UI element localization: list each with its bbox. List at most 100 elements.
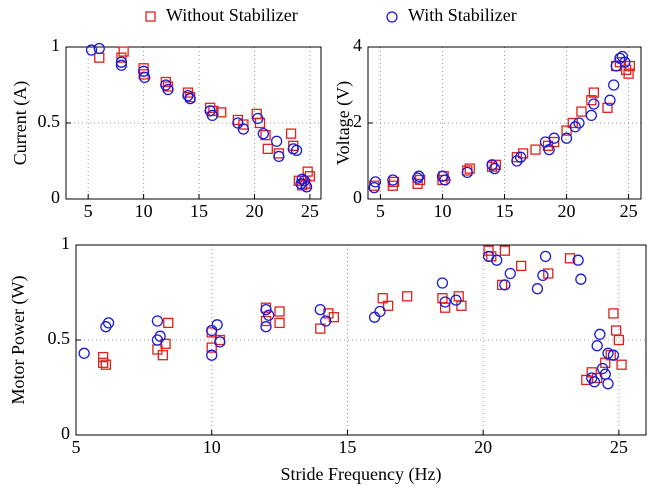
point — [623, 68, 634, 79]
point — [456, 300, 467, 311]
point — [368, 311, 381, 323]
point — [206, 349, 218, 361]
x-tick-label: 25 — [610, 437, 628, 457]
point — [483, 245, 494, 256]
point — [116, 52, 127, 63]
point — [491, 254, 503, 266]
point — [260, 130, 271, 141]
point — [151, 315, 164, 327]
point — [585, 109, 598, 122]
x-tick-label: 25 — [620, 201, 638, 221]
x-tick-label: 5 — [84, 201, 93, 221]
point — [257, 127, 269, 140]
y-tick-label: 0 — [51, 187, 60, 207]
y-axis-label: Motor Power (W) — [8, 276, 29, 405]
point — [537, 269, 549, 282]
y-tick-label: 0.5 — [38, 111, 61, 131]
point — [517, 148, 529, 159]
point — [439, 174, 451, 186]
point — [530, 144, 541, 155]
point — [576, 106, 587, 117]
point — [588, 87, 599, 98]
y-tick-label: 4 — [353, 35, 362, 55]
point — [604, 94, 616, 106]
point — [586, 95, 597, 106]
point — [600, 357, 611, 368]
point — [78, 347, 90, 359]
x-tick-label: 20 — [245, 201, 263, 221]
point — [588, 98, 600, 110]
x-tick-label: 10 — [135, 201, 153, 221]
point — [602, 378, 614, 390]
point — [298, 175, 311, 187]
point — [531, 283, 544, 295]
point — [263, 309, 275, 321]
point — [543, 268, 554, 279]
point — [102, 317, 115, 329]
point — [413, 170, 425, 182]
point — [85, 44, 98, 56]
point — [616, 50, 629, 63]
point — [543, 143, 555, 156]
point — [496, 279, 508, 291]
point — [564, 253, 576, 264]
y-tick-label: 1 — [51, 35, 60, 55]
plot-frame — [367, 46, 642, 200]
point — [548, 132, 560, 144]
point — [368, 181, 380, 194]
point — [260, 315, 272, 327]
point — [613, 334, 625, 346]
point — [274, 317, 285, 329]
point — [139, 71, 151, 84]
point — [315, 323, 326, 334]
point — [401, 291, 413, 302]
point — [184, 93, 196, 105]
point — [211, 319, 223, 331]
point — [499, 245, 511, 256]
point — [588, 376, 601, 388]
x-tick-label: 10 — [203, 437, 221, 457]
plot-frame — [65, 46, 322, 200]
point — [237, 123, 250, 135]
point — [608, 79, 620, 91]
point — [97, 351, 109, 363]
point — [94, 52, 105, 63]
x-tick-label: 25 — [301, 201, 319, 221]
point — [619, 56, 631, 68]
point — [182, 89, 194, 102]
point — [575, 273, 587, 285]
point — [439, 302, 451, 313]
point — [515, 260, 527, 272]
point — [599, 368, 611, 380]
point — [387, 174, 399, 186]
point — [614, 57, 626, 68]
point — [616, 359, 627, 370]
point — [607, 349, 620, 361]
point — [273, 150, 285, 163]
point — [97, 357, 109, 368]
point — [157, 350, 169, 361]
point — [206, 109, 218, 122]
point — [581, 374, 592, 386]
point — [93, 42, 105, 55]
y-tick-label: 0 — [353, 187, 362, 207]
x-tick-label: 15 — [190, 201, 208, 221]
point — [573, 117, 585, 129]
y-tick-label: 1 — [61, 233, 70, 253]
point — [285, 128, 297, 139]
point — [388, 176, 400, 188]
point — [499, 279, 511, 291]
x-tick-label: 20 — [474, 437, 492, 457]
point — [561, 125, 572, 136]
point — [567, 117, 578, 129]
y-axis-label: Voltage (V) — [333, 81, 354, 165]
point — [586, 367, 597, 378]
point — [295, 178, 307, 190]
point — [560, 132, 573, 144]
y-tick-label: 0.5 — [48, 328, 71, 348]
point — [314, 303, 326, 316]
point — [262, 143, 273, 154]
point — [514, 151, 527, 163]
point — [238, 119, 249, 130]
point — [464, 163, 475, 174]
